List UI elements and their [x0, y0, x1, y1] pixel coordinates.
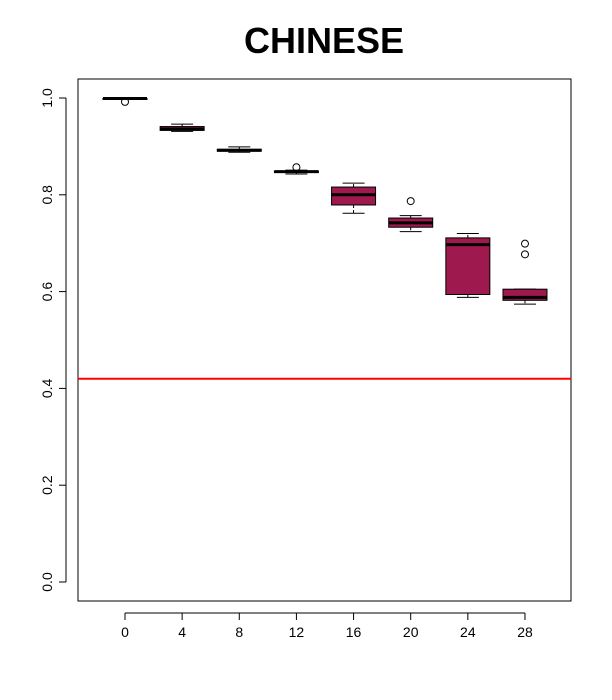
box-group-24 — [445, 233, 491, 298]
plot-frame — [77, 78, 572, 602]
box-group-20 — [388, 197, 434, 233]
outlier-point — [520, 239, 529, 248]
box-layer — [102, 96, 548, 305]
x-tick-label: 28 — [517, 624, 533, 640]
x-tick-label: 16 — [346, 624, 362, 640]
box-group-12 — [273, 163, 319, 175]
outlier-point — [292, 163, 301, 172]
outlier-point — [406, 197, 415, 206]
x-axis: 0 4 8 12 16 20 24 28 — [121, 612, 533, 640]
y-tick-label: 0.4 — [39, 378, 55, 398]
box-group-16 — [331, 182, 377, 214]
box-iqr — [445, 237, 491, 296]
y-tick-label: 0.0 — [39, 572, 55, 592]
x-tick-label: 8 — [235, 624, 243, 640]
y-tick-label: 0.2 — [39, 475, 55, 495]
chart-title: CHINESE — [244, 20, 404, 61]
box-group-28 — [502, 239, 548, 305]
box-group-8 — [216, 146, 262, 153]
box-group-0 — [102, 96, 148, 106]
x-tick-label: 20 — [403, 624, 419, 640]
outlier-point — [121, 97, 129, 106]
x-tick-label: 4 — [178, 624, 186, 640]
x-tick-label: 24 — [460, 624, 476, 640]
box-group-4 — [159, 123, 205, 132]
box-iqr — [502, 288, 548, 301]
y-axis: 0.0 0.2 0.4 0.6 0.8 1.0 — [39, 88, 67, 592]
x-tick-label: 0 — [121, 624, 129, 640]
x-tick-label: 12 — [289, 624, 305, 640]
y-tick-label: 0.8 — [39, 185, 55, 205]
outlier-point — [520, 250, 529, 259]
y-tick-label: 0.6 — [39, 282, 55, 302]
y-tick-label: 1.0 — [39, 88, 55, 108]
